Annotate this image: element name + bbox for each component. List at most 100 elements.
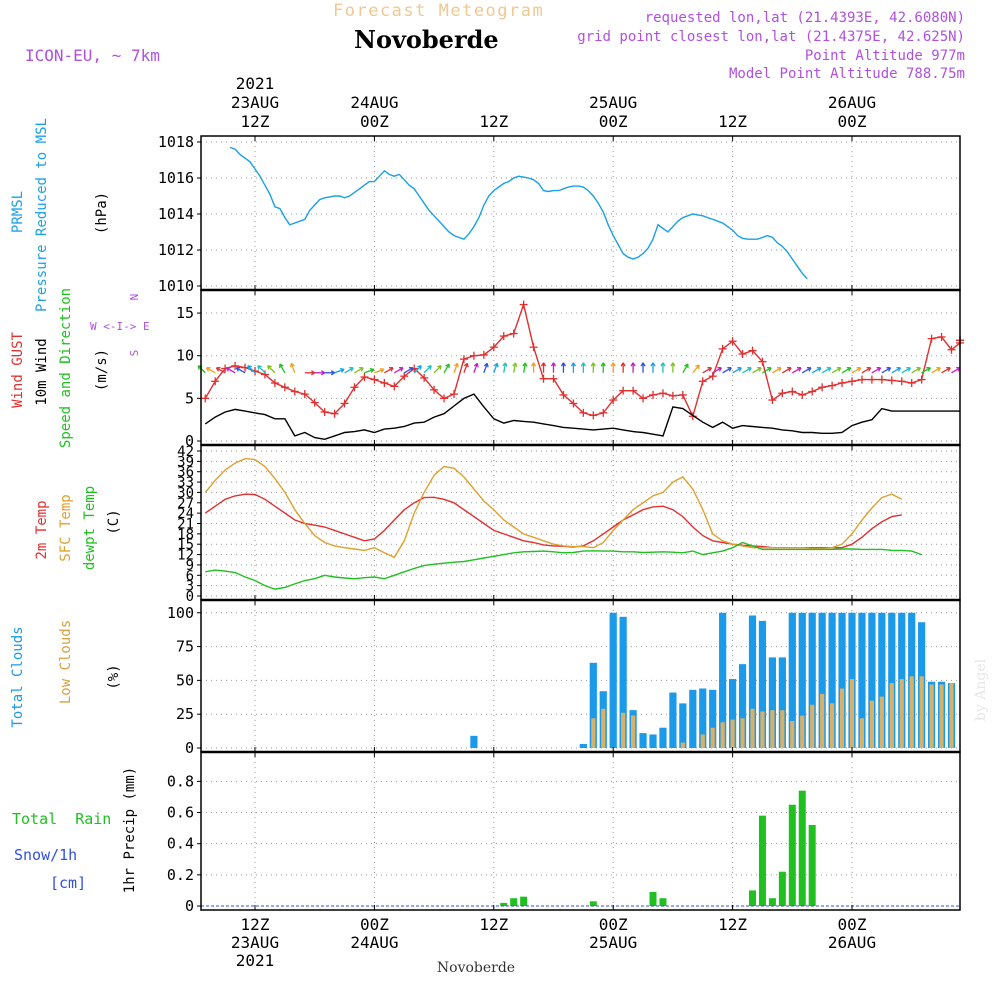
wind-arrowhead bbox=[215, 367, 221, 372]
low-cloud-bar bbox=[939, 684, 944, 748]
y-tick-label: 75 bbox=[176, 638, 194, 656]
wind-arrow bbox=[881, 367, 891, 374]
pressure-panel-labels: PRMSL Pressure Reduced to MSL (hPa) bbox=[10, 118, 110, 312]
low-cloud-bar bbox=[740, 718, 745, 748]
wind-arrowhead bbox=[836, 367, 842, 372]
y-tick-label: 1018 bbox=[158, 133, 194, 151]
wind-arrowhead bbox=[826, 367, 832, 372]
wind-arrow bbox=[732, 367, 742, 374]
y-tick-label: 27 bbox=[177, 496, 194, 512]
low-cloud-bar bbox=[949, 683, 954, 748]
wind-arrowhead bbox=[279, 363, 284, 369]
bottom-axis-label: 25AUG bbox=[589, 933, 637, 952]
low-cloud-bar bbox=[680, 742, 685, 748]
top-axis-label: 23AUG bbox=[231, 93, 279, 112]
wind-arrowhead bbox=[235, 367, 241, 372]
location-title: Novoberde bbox=[354, 25, 499, 54]
bottom-axis-label: 00Z bbox=[599, 915, 628, 934]
wind-arrowhead bbox=[640, 362, 646, 367]
top-axis-label: 00Z bbox=[599, 112, 628, 131]
wind-arrowhead bbox=[408, 367, 414, 372]
low-cloud-bar bbox=[780, 710, 785, 748]
rain-bar bbox=[649, 891, 657, 906]
wind-arrowhead bbox=[600, 362, 606, 367]
wind-arrow bbox=[384, 367, 394, 374]
precip-unit-label: 1hr Precip (mm) bbox=[122, 767, 138, 893]
y-tick-label: 0.8 bbox=[167, 772, 194, 790]
wind-arrowhead bbox=[379, 367, 385, 373]
pressure-unit-label: (hPa) bbox=[94, 192, 110, 234]
total-cloud-bar bbox=[758, 620, 767, 748]
wind-arrowhead bbox=[473, 362, 479, 368]
rain-bar bbox=[758, 815, 766, 906]
wind-arrowhead bbox=[359, 367, 364, 372]
total-cloud-bar bbox=[589, 662, 597, 748]
bottom-axis-label: 2021 bbox=[236, 951, 275, 970]
low-cloud-bar bbox=[800, 715, 805, 748]
series-wind-gust bbox=[204, 301, 961, 419]
low-cloud-bar bbox=[869, 700, 874, 748]
wind-arrowhead bbox=[427, 365, 432, 370]
wind-arrow bbox=[782, 367, 792, 374]
series-sfc-temp bbox=[204, 457, 903, 559]
series-prmsl bbox=[229, 146, 808, 280]
wind-arrowhead bbox=[650, 362, 656, 367]
wind-arrowhead bbox=[330, 370, 335, 376]
total-cloud-bar bbox=[868, 612, 876, 748]
y-tick-label: 0 bbox=[185, 432, 194, 450]
y-tick-label: 5 bbox=[185, 389, 194, 407]
faint-title: Forecast Meteogram bbox=[333, 1, 544, 21]
total-cloud-bar bbox=[888, 612, 896, 748]
bottom-axis-label: 12Z bbox=[718, 915, 747, 934]
total-clouds-label: Total Clouds bbox=[10, 626, 26, 727]
wind-arrowhead bbox=[816, 367, 822, 372]
low-cloud-bar bbox=[700, 734, 705, 748]
rain-bar bbox=[500, 902, 508, 906]
low-cloud-bar bbox=[810, 704, 815, 748]
wind-arrow bbox=[493, 363, 498, 373]
wind-arrowhead bbox=[946, 367, 951, 372]
y-tick-label: 33 bbox=[177, 475, 194, 491]
wind-arrow bbox=[423, 365, 432, 374]
wind-arrowhead bbox=[590, 362, 596, 367]
rain-bar bbox=[808, 824, 816, 906]
wind-arrow bbox=[762, 367, 772, 374]
wind-arrowhead bbox=[936, 367, 941, 372]
panel-frame bbox=[200, 599, 961, 753]
wind-arrowhead bbox=[580, 362, 586, 367]
y-tick-label: 0 bbox=[186, 589, 194, 605]
top-axis-label: 24AUG bbox=[350, 93, 398, 112]
wind-arrow bbox=[364, 368, 375, 374]
low-cloud-bar bbox=[859, 718, 865, 748]
rain-bar bbox=[659, 898, 667, 906]
y-tick-label: 1010 bbox=[158, 277, 194, 295]
y-tick-label: 21 bbox=[177, 517, 194, 533]
wind-arrowhead bbox=[493, 362, 499, 368]
wind-arrowhead bbox=[620, 362, 626, 367]
low-cloud-bar bbox=[760, 711, 765, 748]
rain-bar bbox=[589, 901, 597, 906]
low-clouds-label: Low Clouds bbox=[58, 620, 74, 704]
wind-arrowhead bbox=[417, 365, 422, 370]
wind-arrowhead bbox=[747, 367, 752, 372]
snow-unit-label: [cm] bbox=[50, 874, 86, 892]
wind-arrow bbox=[236, 367, 246, 374]
wind-arrow bbox=[473, 363, 478, 373]
low-cloud-bar bbox=[770, 710, 775, 748]
wind-arrowhead bbox=[757, 367, 762, 372]
rain-bar bbox=[798, 790, 806, 906]
requested-coords: requested lon,lat (21.4393E, 42.6080N) bbox=[645, 10, 965, 26]
total-cloud-bar bbox=[838, 612, 846, 748]
panel-1: 1010 1012 1014 1016 1018 bbox=[158, 133, 961, 295]
top-axis-label: 12Z bbox=[241, 112, 270, 131]
y-tick-label: 15 bbox=[176, 304, 194, 322]
compass-north: N bbox=[128, 294, 141, 301]
low-cloud-bar bbox=[720, 722, 725, 748]
snow-label: Snow/1h bbox=[14, 846, 77, 864]
total-cloud-bar bbox=[470, 735, 478, 748]
wind-arrow bbox=[722, 367, 732, 374]
y-tick-label: 9 bbox=[186, 558, 194, 574]
